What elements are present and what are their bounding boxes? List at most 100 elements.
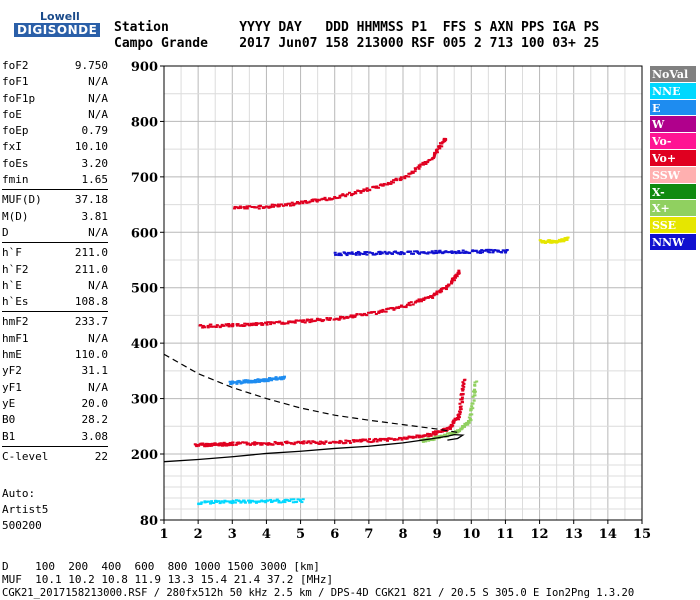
param-value: 28.2 [81,413,109,427]
echo-point [266,443,270,446]
echo-point [460,387,464,390]
echo-point [239,501,243,504]
param-separator [2,445,108,447]
echo-point [392,179,396,182]
echo-point [206,442,210,445]
echo-point [496,249,500,252]
legend-item: X+ [650,200,696,218]
echo-point [457,269,461,272]
echo-point [365,253,369,256]
legend-item: NNW [650,233,696,251]
echo-point [244,441,248,444]
echo-point [449,423,453,426]
echo-point [302,440,306,443]
echo-point [266,321,270,324]
echo-point [321,198,325,201]
echo-point [266,205,270,208]
echo-point [377,311,381,314]
echo-point [432,156,436,159]
echo-point [253,441,257,444]
echo-point [427,251,431,254]
param-name: h`E [2,278,22,292]
echo-point [230,502,234,505]
param-row: M(D) 3.81 [2,209,108,225]
echo-point [271,378,275,381]
echo-point [315,200,319,203]
param-row: foF1p N/A [2,91,108,107]
echo-point [417,164,421,167]
echo-point [244,379,248,382]
echo-point [302,319,306,322]
legend-item: E [650,99,696,117]
echo-point [201,326,205,329]
echo-point [280,376,284,379]
echo-point [248,443,252,446]
echo-point [332,318,336,321]
echo-point [473,249,477,252]
echo-point [423,297,427,300]
echo-point [440,141,444,144]
echo-point [468,417,472,420]
echo-point [271,443,275,446]
echo-point [276,441,280,444]
param-row: yE 20.0 [2,396,108,412]
echo-point [323,196,327,199]
echo-point [227,325,231,328]
echo-point [491,251,495,254]
echo-point [338,252,342,255]
echo-point [227,443,231,446]
echo-point [311,200,315,203]
echo-point [422,299,426,302]
echo-point [310,318,314,321]
echo-point [486,250,490,253]
echo-point [429,434,433,437]
echo-point [418,299,422,302]
echo-point [269,498,273,501]
echo-point [238,380,242,383]
param-value: 0.79 [81,124,109,138]
echo-point [316,198,320,201]
echo-point [416,252,420,255]
echo-point [363,251,367,254]
echo-point [375,185,379,188]
echo-point [200,443,204,446]
echo-point [246,379,250,382]
x-tick-label: 2 [194,527,203,542]
echo-point [401,305,405,308]
echo-point [482,249,486,252]
echo-point [356,439,360,442]
echo-point [347,252,351,255]
echo-point [270,203,274,206]
echo-point [480,251,484,254]
echo-point [457,270,461,273]
legend-item: Vo- [650,133,696,150]
echo-point [299,200,303,203]
param-name: yF1 [2,380,22,394]
echo-point [354,251,358,254]
echo-point [230,382,234,385]
echo-point [292,202,296,205]
param-value: 22 [94,449,108,463]
param-value: 3.20 [81,156,109,170]
echo-point [300,441,304,444]
echo-point [264,379,268,382]
echo-point [269,443,273,446]
echo-point [444,288,448,291]
echo-point [294,319,298,322]
echo-point [305,201,309,204]
echo-point [390,307,394,310]
echo-point [338,439,342,442]
echo-point [397,306,401,309]
param-name: foE [2,107,22,121]
echo-point [261,442,265,445]
echo-point [269,378,273,381]
echo-point [257,379,261,382]
echo-point [200,501,204,504]
echo-point [274,376,278,379]
echo-point [249,380,253,383]
echo-point [473,388,477,391]
echo-point [475,380,479,383]
echo-point [277,499,281,502]
echo-point [370,252,374,255]
param-value: N/A [88,75,108,89]
